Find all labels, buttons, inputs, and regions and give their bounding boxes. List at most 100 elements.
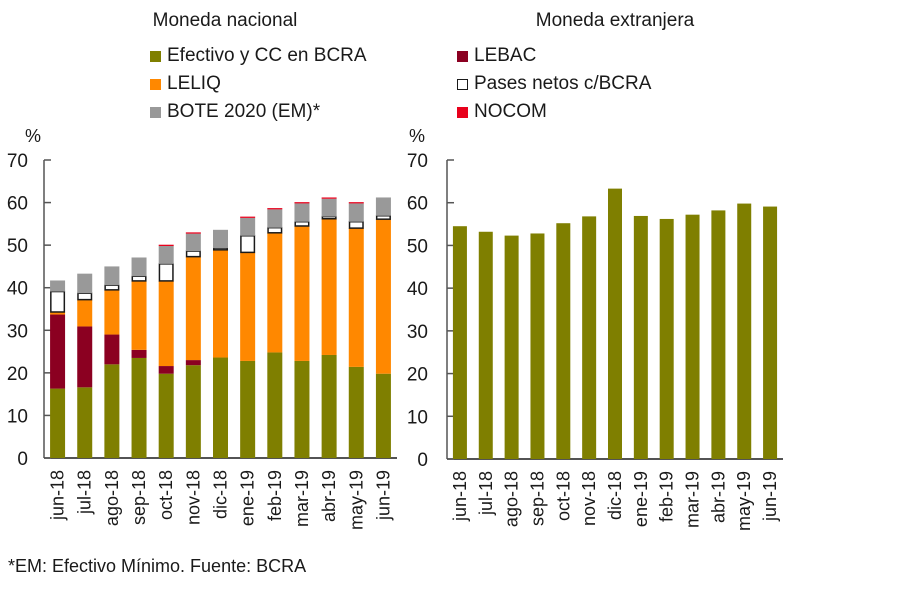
y-tick-label: 50 <box>407 236 428 257</box>
bar-segment-lebac-ago-18 <box>104 334 120 365</box>
bar-segment-bote-may-19 <box>348 203 364 222</box>
bar-segment-pases-ene-19 <box>240 235 256 254</box>
x-tick-label: sep-18 <box>129 470 149 525</box>
x-tick-label: may-19 <box>734 471 754 531</box>
bar-segment-efectivo-ago-18 <box>504 235 519 459</box>
x-tick-label: dic-18 <box>605 471 625 520</box>
y-tick-label: 0 <box>417 450 428 471</box>
bar-segment-bote-mar-19 <box>294 203 310 222</box>
bar-segment-efectivo-jun-18 <box>452 226 467 459</box>
chart-moneda-nacional: % 0 10 20 30 40 50 60 70 jun-18 jul-18 ago-18 sep-18… <box>7 126 397 530</box>
bar-segment-nocom-oct-18 <box>158 244 174 246</box>
bar-segment-nocom-nov-18 <box>185 232 201 234</box>
bar-segment-bote-jun-19 <box>375 197 391 216</box>
bar-segment-lebac-nov-18 <box>185 360 201 366</box>
bar-segment-bote-dic-18 <box>213 229 228 249</box>
x-tick-label: ene-19 <box>631 471 651 527</box>
legend-item-bote: BOTE 2020 (EM)* <box>150 101 320 123</box>
bar-segment-leliq-dic-18 <box>213 249 228 358</box>
bar-segment-efectivo-may-19 <box>348 366 364 458</box>
y-tick-label: 60 <box>407 194 428 215</box>
y-axis-unit-label: % <box>25 126 41 146</box>
bar-segment-efectivo-dic-18 <box>608 188 622 459</box>
footnote: *EM: Efectivo Mínimo. Fuente: BCRA <box>8 556 307 576</box>
x-tick-label: ago-18 <box>102 470 122 526</box>
x-tick-label: nov-18 <box>183 470 203 525</box>
y-tick-label: 30 <box>407 322 428 343</box>
x-tick-label: jun-18 <box>450 471 470 522</box>
x-tick-label: oct-18 <box>553 471 573 521</box>
legend-label-pases: Pases netos c/BCRA <box>474 73 652 94</box>
bar-segment-lebac-jun-18 <box>50 314 66 389</box>
bar-segment-efectivo-sep-18 <box>131 357 147 458</box>
bar-segment-pases-dic-18 <box>213 247 228 251</box>
bar-segment-nocom-abr-19 <box>321 197 337 199</box>
bar-segment-leliq-sep-18 <box>131 280 147 350</box>
bar-segment-pases-sep-18 <box>131 275 147 282</box>
x-tick-label: nov-18 <box>579 471 599 526</box>
bar-segment-efectivo-nov-18 <box>185 365 201 458</box>
bar-segment-pases-oct-18 <box>158 263 174 282</box>
legend-label-lebac: LEBAC <box>474 45 537 66</box>
x-tick-label: ene-19 <box>238 470 258 526</box>
bar-segment-efectivo-jul-18 <box>478 231 493 459</box>
bar-segment-efectivo-sep-18 <box>530 233 545 459</box>
x-tick-label: jun-18 <box>48 470 68 521</box>
legend-label-efectivo: Efectivo y CC en BCRA <box>167 45 367 66</box>
bar-segment-pases-nov-18 <box>185 250 201 258</box>
y-tick-label: 70 <box>7 151 28 172</box>
x-tick-label: jun-19 <box>760 471 780 522</box>
bar-segment-leliq-feb-19 <box>267 232 283 353</box>
y-tick-label: 50 <box>7 236 28 257</box>
bar-segment-efectivo-jul-18 <box>77 387 93 458</box>
bar-segment-efectivo-dic-18 <box>213 357 228 458</box>
legend-swatch-efectivo <box>150 50 161 62</box>
bar-segment-efectivo-nov-18 <box>582 216 597 459</box>
y-tick-label: 70 <box>407 151 428 172</box>
bar-segment-pases-jul-18 <box>77 292 93 301</box>
bar-segment-efectivo-feb-19 <box>267 352 283 458</box>
bar-segment-efectivo-jun-19 <box>763 206 778 459</box>
legend-swatch-lebac <box>457 50 468 62</box>
y-tick-label: 20 <box>7 364 28 385</box>
bar-segment-efectivo-mar-19 <box>294 360 310 458</box>
x-tick-label: sep-18 <box>527 471 547 526</box>
legend-label-leliq: LELIQ <box>167 73 221 94</box>
bar-segment-bote-feb-19 <box>267 209 283 228</box>
x-tick-label: mar-19 <box>292 470 312 527</box>
bar-segment-efectivo-ene-19 <box>633 215 648 459</box>
bar-segment-bote-jun-18 <box>50 280 66 292</box>
x-tick-label: jul-18 <box>75 470 95 515</box>
y-tick-label: 10 <box>7 406 28 427</box>
legend-item-leliq: LELIQ <box>150 73 221 95</box>
legend-swatch-pases <box>457 78 468 90</box>
legend-item-lebac: LEBAC <box>457 45 536 67</box>
legend-item-pases: Pases netos c/BCRA <box>457 73 651 95</box>
y-tick-label: 40 <box>7 279 28 300</box>
bar-segment-bote-jul-18 <box>77 273 93 294</box>
x-tick-label: feb-19 <box>657 471 677 522</box>
x-tick-label: jul-18 <box>476 471 496 516</box>
x-tick-label: may-19 <box>346 470 366 530</box>
chart-title-extranjera: Moneda extranjera <box>535 10 695 31</box>
bar-segment-leliq-ago-18 <box>104 289 120 335</box>
bar-segment-bote-ago-18 <box>104 266 120 286</box>
bar-segment-efectivo-may-19 <box>737 203 752 459</box>
bar-segment-leliq-oct-18 <box>158 280 174 367</box>
y-tick-label: 40 <box>407 279 428 300</box>
bar-segment-nocom-ene-19 <box>240 216 256 218</box>
bar-segment-lebac-jul-18 <box>77 326 93 388</box>
bar-segment-efectivo-jun-19 <box>375 373 391 458</box>
bar-segment-efectivo-ene-19 <box>240 360 256 458</box>
bar-segment-nocom-may-19 <box>348 202 364 204</box>
x-tick-label: oct-18 <box>156 470 176 520</box>
bar-segment-bote-ene-19 <box>240 217 256 236</box>
legend-label-bote: BOTE 2020 (EM)* <box>167 101 321 122</box>
bar-segment-efectivo-mar-19 <box>685 214 700 459</box>
x-tick-label: dic-18 <box>211 470 231 519</box>
y-axis-unit-label: % <box>409 126 425 146</box>
bar-segment-bote-abr-19 <box>321 198 337 217</box>
bar-segment-nocom-feb-19 <box>267 208 283 210</box>
bar-segment-leliq-jul-18 <box>77 299 93 327</box>
